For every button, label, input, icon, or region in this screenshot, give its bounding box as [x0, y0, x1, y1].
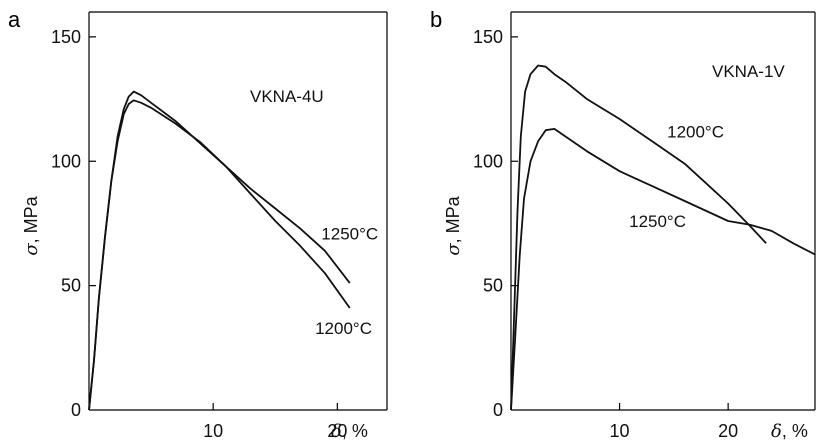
panel-a-series-1200c-label: 1200°C	[315, 319, 372, 338]
panel-b-ytick-label-50: 50	[483, 276, 503, 296]
panel-b-y-axis-label: σ, MPa	[443, 195, 464, 255]
panel-b-y-axis-unit: , MPa	[443, 195, 463, 243]
panel-a-series: 1250°C 1200°C	[88, 90, 378, 411]
panel-a-xtick-label-10: 10	[203, 421, 223, 441]
panel-a-x-axis-label: δ, %	[331, 421, 368, 441]
panel-b-title: VKNA-1V	[712, 62, 785, 81]
panel-a-xtick-label-20: 20	[327, 421, 347, 441]
panel-b-x-axis-label: δ, %	[771, 421, 808, 441]
panel-b-series: 1200°C 1250°C	[510, 64, 816, 411]
panel-a-x-axis-symbol: δ	[331, 421, 342, 441]
panel-b-series-1250c-line	[510, 128, 816, 411]
panel-b-ytick-label-150: 150	[473, 27, 503, 47]
panel-a-ytick-label-50: 50	[61, 276, 81, 296]
panel-a-letter: a	[8, 7, 21, 32]
panel-b-x-axis-unit: , %	[782, 421, 808, 441]
panel-b-xtick-label-20: 20	[718, 421, 738, 441]
panel-b-ytick-label-0: 0	[493, 400, 503, 420]
panel-b-ytick-label-100: 100	[473, 151, 503, 171]
panel-a-series-1200c-line	[88, 99, 351, 411]
panel-a-y-axis-label: σ, MPa	[21, 195, 42, 255]
panel-a-y-axis-symbol: σ	[21, 243, 42, 256]
panel-a-series-1250c-label: 1250°C	[321, 224, 378, 243]
panel-a-ytick-label-0: 0	[71, 400, 81, 420]
panel-b-series-1250c-label: 1250°C	[629, 212, 686, 231]
panel-b-x-axis-symbol: δ	[771, 421, 782, 441]
panel-a-x-axis-unit: , %	[342, 421, 368, 441]
panel-a-axes	[88, 11, 388, 411]
panel-a-ticks: 0 50 100 150 10 20	[51, 27, 347, 441]
panel-a-series-1250c-line	[88, 90, 351, 411]
panel-b-y-axis-symbol: σ	[443, 243, 464, 256]
panel-b-series-1200c-line	[510, 64, 767, 411]
panel-b-series-1200c-label: 1200°C	[667, 122, 724, 141]
panel-a-title: VKNA-4U	[250, 87, 324, 106]
panel-a-y-axis-unit: , MPa	[21, 195, 41, 243]
panel-a-ytick-label-150: 150	[51, 27, 81, 47]
panel-b-letter: b	[430, 7, 442, 32]
panel-a-ytick-label-100: 100	[51, 151, 81, 171]
panel-b-ticks: 0 50 100 150 10 20	[473, 27, 738, 441]
panel-b-axes	[510, 11, 816, 411]
panel-b-xtick-label-10: 10	[610, 421, 630, 441]
